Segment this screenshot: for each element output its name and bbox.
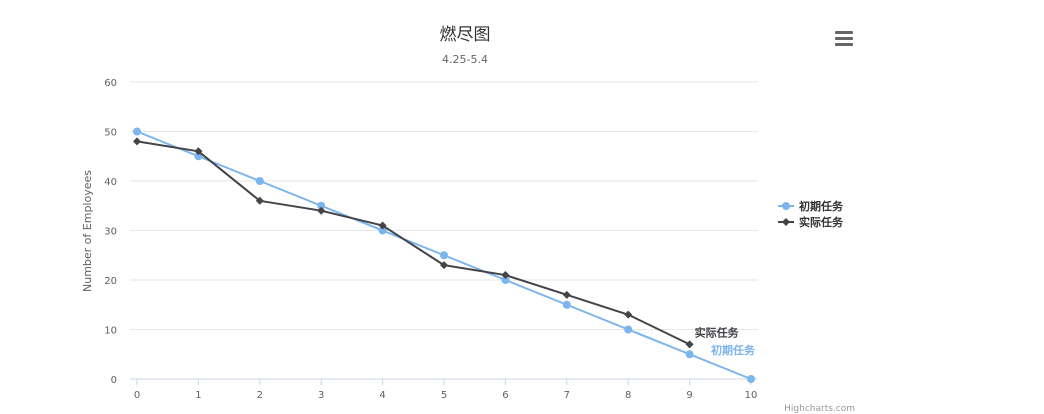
y-tick-label: 40 [104,177,117,188]
data-point[interactable] [685,350,694,359]
y-tick-label: 0 [111,375,117,386]
y-axis-ticks: 0 10 20 30 40 50 60 [104,78,117,386]
y-axis-label: Number of Employees [81,170,94,292]
data-point[interactable] [562,290,571,299]
data-point[interactable] [501,271,510,280]
data-point[interactable] [194,152,203,161]
x-tick-label: 10 [745,390,758,401]
data-point[interactable] [624,310,633,319]
data-point[interactable] [562,300,571,309]
y-tick-label: 60 [104,78,117,89]
x-tick-label: 2 [257,390,263,401]
data-point[interactable] [378,221,387,230]
series-end-label: 初期任务 [711,343,756,357]
x-tick-label: 0 [134,390,140,401]
x-tick-label: 7 [564,390,570,401]
series-1: 初期任务 [133,127,756,383]
data-point[interactable] [317,206,326,215]
x-tick-label: 6 [502,390,508,401]
x-tick-label: 1 [195,390,201,401]
legend-marker [782,218,790,226]
data-point[interactable] [255,177,264,185]
y-tick-label: 20 [104,276,117,287]
legend-item[interactable]: 实际任务 [778,215,844,229]
series-layer: 初期任务 实际任务 [133,127,756,383]
x-tick-label: 9 [686,390,692,401]
data-point[interactable] [255,196,264,205]
y-tick-label: 30 [104,227,117,238]
data-point[interactable] [685,340,694,349]
grid-lines [130,81,758,330]
data-point[interactable] [317,201,326,210]
series-2: 实际任务 [133,137,740,349]
legend-label: 实际任务 [799,215,844,229]
data-point[interactable] [440,261,448,270]
data-point[interactable] [624,325,633,334]
data-point[interactable] [133,137,141,146]
data-point[interactable] [378,226,387,235]
data-point[interactable] [747,375,755,383]
x-tick-label: 4 [379,390,385,401]
x-tick-label: 8 [625,390,631,401]
credits-link[interactable]: Highcharts.com [784,404,855,414]
menu-icon[interactable] [826,24,862,52]
data-point[interactable] [133,127,141,136]
y-tick-label: 50 [104,128,117,139]
series-end-label: 实际任务 [695,325,740,339]
series-line [136,140,691,346]
x-tick-label: 5 [441,390,447,401]
data-point[interactable] [440,251,448,260]
x-tick-label: 3 [318,390,324,401]
legend-label: 初期任务 [799,199,844,213]
chart-subtitle: 4.25-5.4 [442,53,488,66]
legend-marker [782,202,790,210]
data-point[interactable] [194,147,203,156]
x-axis: 0 1 2 3 4 5 6 7 8 9 10 [130,378,758,401]
chart-title: 燃尽图 [440,25,491,45]
data-point[interactable] [501,276,510,284]
legend-item[interactable]: 初期任务 [778,199,844,213]
y-tick-label: 10 [104,326,117,337]
